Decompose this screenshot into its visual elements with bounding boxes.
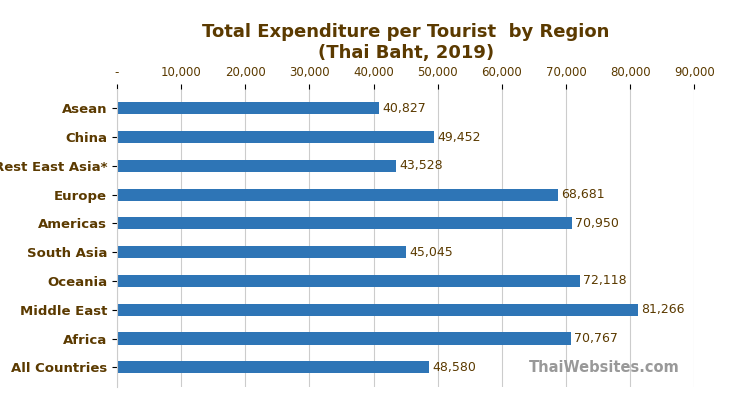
Text: 68,681: 68,681 [561, 188, 605, 201]
Bar [117, 275, 580, 287]
Text: 48,580: 48,580 [432, 361, 476, 374]
Bar [117, 131, 434, 143]
Bar [117, 361, 428, 373]
Text: 81,266: 81,266 [642, 303, 685, 316]
Text: 49,452: 49,452 [437, 131, 481, 143]
Bar [117, 217, 572, 229]
Bar [117, 246, 406, 258]
Text: 72,118: 72,118 [583, 274, 626, 287]
Text: 45,045: 45,045 [409, 246, 453, 259]
Text: 70,767: 70,767 [575, 332, 618, 345]
Title: Total Expenditure per Tourist  by Region
(Thai Baht, 2019): Total Expenditure per Tourist by Region … [202, 23, 610, 62]
Text: 40,827: 40,827 [382, 102, 426, 115]
Bar [117, 160, 396, 172]
Bar [117, 189, 558, 201]
Text: 43,528: 43,528 [399, 159, 443, 172]
Bar [117, 332, 571, 345]
Bar [117, 102, 379, 114]
Text: ThaiWebsites.com: ThaiWebsites.com [529, 360, 680, 375]
Bar [117, 304, 638, 316]
Text: 70,950: 70,950 [575, 217, 619, 230]
